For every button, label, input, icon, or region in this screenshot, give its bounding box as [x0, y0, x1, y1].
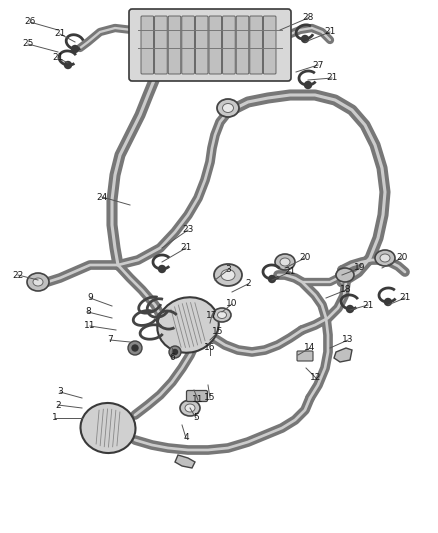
Text: 3: 3	[225, 265, 231, 274]
Text: 18: 18	[340, 286, 352, 295]
Text: 17: 17	[206, 311, 218, 319]
Circle shape	[159, 265, 166, 272]
Text: 7: 7	[107, 335, 113, 344]
Ellipse shape	[81, 403, 135, 453]
Text: 25: 25	[22, 39, 34, 49]
Ellipse shape	[218, 311, 226, 319]
FancyBboxPatch shape	[223, 16, 235, 74]
Text: 15: 15	[212, 327, 224, 336]
FancyBboxPatch shape	[129, 9, 291, 81]
Ellipse shape	[375, 250, 395, 266]
Text: 21: 21	[284, 268, 296, 277]
Ellipse shape	[221, 270, 235, 280]
Text: 21: 21	[54, 29, 66, 38]
Text: 27: 27	[312, 61, 324, 69]
Ellipse shape	[214, 264, 242, 286]
Ellipse shape	[180, 400, 200, 416]
Ellipse shape	[27, 273, 49, 291]
Text: 2: 2	[55, 400, 61, 409]
Text: 19: 19	[354, 263, 366, 272]
Text: 20: 20	[396, 254, 408, 262]
Text: 5: 5	[193, 414, 199, 423]
Text: 9: 9	[87, 294, 93, 303]
Text: 13: 13	[342, 335, 354, 344]
FancyBboxPatch shape	[155, 16, 167, 74]
FancyBboxPatch shape	[187, 391, 208, 401]
Text: 26: 26	[25, 18, 35, 27]
Text: 2: 2	[245, 279, 251, 288]
Text: 21: 21	[399, 294, 411, 303]
Text: 21: 21	[362, 301, 374, 310]
Text: 21: 21	[326, 74, 338, 83]
Circle shape	[64, 61, 71, 69]
Text: 23: 23	[182, 225, 194, 235]
Text: 12: 12	[310, 374, 321, 383]
FancyBboxPatch shape	[209, 16, 222, 74]
Ellipse shape	[185, 404, 195, 412]
Text: 21: 21	[324, 28, 336, 36]
Text: 15: 15	[204, 393, 216, 402]
Ellipse shape	[280, 258, 290, 266]
Circle shape	[304, 82, 311, 88]
Text: 21: 21	[52, 53, 64, 62]
FancyBboxPatch shape	[168, 16, 181, 74]
FancyBboxPatch shape	[263, 16, 276, 74]
Text: 3: 3	[57, 387, 63, 397]
FancyBboxPatch shape	[182, 16, 194, 74]
Ellipse shape	[217, 99, 239, 117]
Circle shape	[128, 341, 142, 355]
Text: 11: 11	[192, 395, 204, 405]
Ellipse shape	[213, 308, 231, 322]
Circle shape	[169, 346, 181, 358]
Text: 1: 1	[52, 414, 58, 423]
Text: 22: 22	[12, 271, 24, 279]
Text: 10: 10	[226, 300, 238, 309]
Circle shape	[301, 36, 308, 43]
Ellipse shape	[380, 254, 390, 262]
Text: 24: 24	[96, 192, 108, 201]
Circle shape	[132, 345, 138, 351]
FancyBboxPatch shape	[195, 16, 208, 74]
Ellipse shape	[275, 254, 295, 270]
Text: 11: 11	[84, 321, 96, 330]
FancyBboxPatch shape	[236, 16, 249, 74]
Ellipse shape	[157, 297, 219, 353]
Polygon shape	[175, 455, 195, 468]
Ellipse shape	[33, 278, 43, 286]
Circle shape	[346, 305, 353, 312]
Circle shape	[173, 350, 177, 354]
Text: 28: 28	[302, 13, 314, 22]
Ellipse shape	[336, 268, 354, 282]
FancyBboxPatch shape	[250, 16, 262, 74]
Text: 4: 4	[183, 433, 189, 442]
Ellipse shape	[223, 103, 233, 112]
Text: 14: 14	[304, 343, 316, 352]
Circle shape	[268, 276, 276, 282]
Polygon shape	[334, 348, 352, 362]
Text: 21: 21	[180, 244, 192, 253]
FancyBboxPatch shape	[141, 16, 154, 74]
FancyBboxPatch shape	[297, 351, 313, 361]
Text: 20: 20	[299, 254, 311, 262]
Circle shape	[385, 298, 392, 305]
Circle shape	[71, 45, 78, 52]
Text: 6: 6	[169, 353, 175, 362]
Text: 16: 16	[204, 343, 216, 352]
Text: 8: 8	[85, 308, 91, 317]
